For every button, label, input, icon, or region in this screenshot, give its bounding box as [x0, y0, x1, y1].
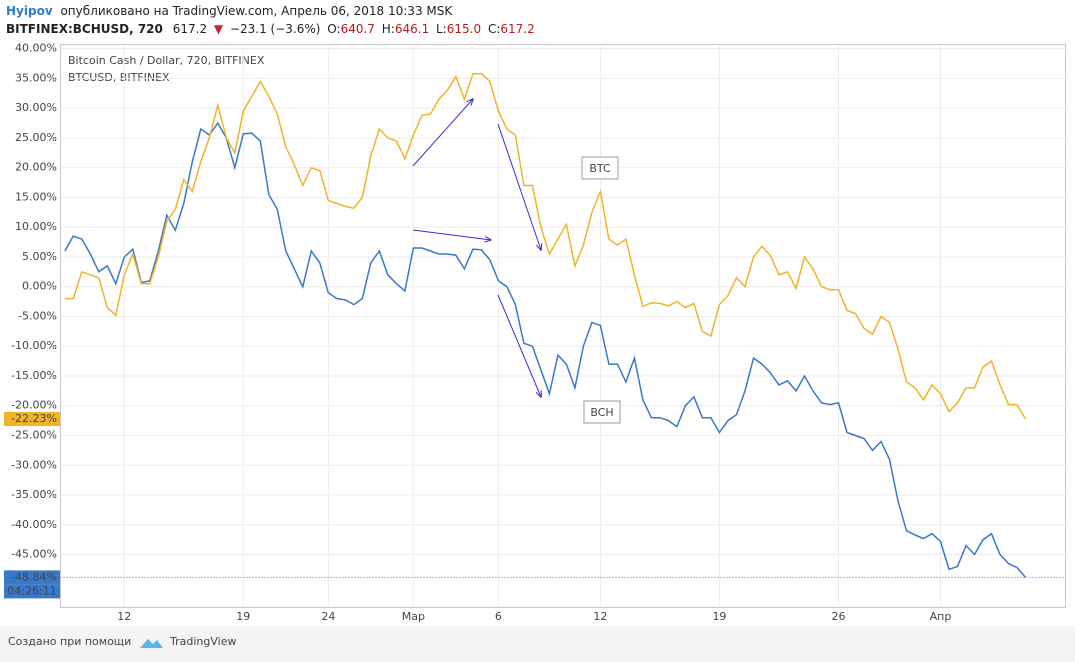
- y-tick-label: 10.00%: [15, 220, 57, 233]
- lines: [60, 72, 1066, 578]
- footer-bar: [0, 626, 1075, 662]
- ohlc-key: C:: [488, 22, 500, 36]
- y-tick-label: -15.00%: [11, 369, 57, 382]
- y-tick-label: 30.00%: [15, 101, 57, 114]
- countdown-tag: [4, 584, 60, 599]
- tv-logo: [140, 639, 163, 648]
- header-line: Hyipov опубликовано на TradingView.com, …: [6, 4, 453, 18]
- last: 617.2: [173, 22, 207, 36]
- countdown: 04:26:11: [7, 584, 56, 597]
- arrows: [412, 99, 541, 397]
- legend-text: Bitcoin Cash / Dollar, 720, BITFINEX: [68, 54, 265, 67]
- last-value-label: -48.84%: [11, 570, 57, 583]
- x-tick-label: 12: [593, 610, 607, 623]
- symbol: BITFINEX:BCHUSD, 720: [6, 22, 163, 36]
- arrow: [497, 294, 541, 397]
- ohlc-key: H:: [382, 22, 395, 36]
- ohlc-value: 617.2: [500, 22, 534, 36]
- x-tick-label: 19: [236, 610, 250, 623]
- x-tick-label: 12: [117, 610, 131, 623]
- y-tick-label: -35.00%: [11, 488, 57, 501]
- y-tick-label: -30.00%: [11, 458, 57, 471]
- arrow: [412, 99, 473, 167]
- series-line: [64, 121, 1027, 578]
- y-tick-label: 35.00%: [15, 71, 57, 84]
- last-value-label: -22.23%: [11, 412, 57, 425]
- ohlc-key: O:: [327, 22, 340, 36]
- grid: [60, 44, 1066, 608]
- arrow: [412, 229, 491, 240]
- y-tick-label: -40.00%: [11, 518, 57, 531]
- legend-text: BTCUSD, BITFINEX: [68, 71, 170, 84]
- last-value-tag: [4, 570, 60, 585]
- series-label-box: [581, 156, 619, 180]
- y-tick-label: 40.00%: [15, 42, 57, 55]
- quote-line: BITFINEX:BCHUSD, 720 617.2 ▼ −23.1 (−3.6…: [6, 22, 535, 36]
- ohlc-value: 640.7: [341, 22, 375, 36]
- y-tick-label: -5.00%: [18, 309, 57, 322]
- y-tick-label: -25.00%: [11, 429, 57, 442]
- ohlc-key: L:: [436, 22, 447, 36]
- y-tick-label: -10.00%: [11, 339, 57, 352]
- y-tick-label: -20.00%: [11, 399, 57, 412]
- footer-text: Создано при помощи: [8, 635, 131, 648]
- x-tick-label: Мар: [402, 610, 425, 623]
- footer-brand[interactable]: TradingView: [169, 635, 236, 648]
- arrow: ▼: [214, 22, 224, 36]
- series-line: [64, 72, 1027, 420]
- published: опубликовано на TradingView.com, Апрель …: [60, 4, 453, 18]
- author[interactable]: Hyipov: [6, 4, 53, 18]
- legend-entry: BTC: [589, 162, 611, 175]
- ohlc-value: 646.1: [395, 22, 429, 36]
- y-tick-label: 20.00%: [15, 161, 57, 174]
- x-tick-label: 26: [831, 610, 845, 623]
- x-tick-label: 19: [712, 610, 726, 623]
- series-labels: BCH BTC: [581, 156, 621, 424]
- change: −23.1 (−3.6%): [230, 22, 321, 36]
- y-tick-label: 15.00%: [15, 190, 57, 203]
- y-tick-label: 0.00%: [22, 280, 57, 293]
- y-tick-label: -45.00%: [11, 548, 57, 561]
- arrow: [497, 123, 541, 250]
- x-tick-label: Апр: [930, 610, 952, 623]
- x-tick-label: 6: [495, 610, 502, 623]
- legend-entry: BCH: [590, 406, 613, 419]
- series-label-box: [583, 400, 621, 424]
- y-tick-label: 25.00%: [15, 131, 57, 144]
- last-value-tag: [4, 412, 60, 427]
- ohlc-value: 615.0: [447, 22, 481, 36]
- x-tick-label: 24: [321, 610, 335, 623]
- y-tick-label: 5.00%: [22, 250, 57, 263]
